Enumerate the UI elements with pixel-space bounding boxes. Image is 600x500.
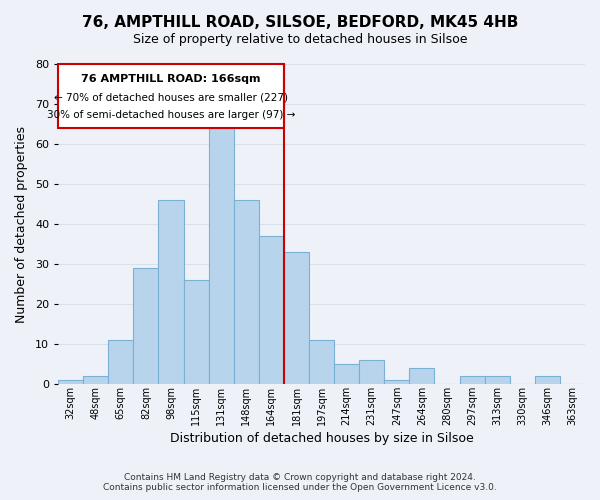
Bar — [83, 376, 108, 384]
Bar — [384, 380, 409, 384]
Y-axis label: Number of detached properties: Number of detached properties — [15, 126, 28, 322]
Bar — [158, 200, 184, 384]
Bar — [460, 376, 485, 384]
Bar — [58, 380, 83, 384]
Bar — [359, 360, 384, 384]
Bar — [535, 376, 560, 384]
Text: Size of property relative to detached houses in Silsoe: Size of property relative to detached ho… — [133, 32, 467, 46]
Text: 30% of semi-detached houses are larger (97) →: 30% of semi-detached houses are larger (… — [47, 110, 295, 120]
Text: ← 70% of detached houses are smaller (227): ← 70% of detached houses are smaller (22… — [54, 92, 288, 102]
Bar — [284, 252, 309, 384]
Bar — [334, 364, 359, 384]
Bar — [209, 128, 234, 384]
X-axis label: Distribution of detached houses by size in Silsoe: Distribution of detached houses by size … — [170, 432, 473, 445]
Bar — [133, 268, 158, 384]
Text: 76 AMPTHILL ROAD: 166sqm: 76 AMPTHILL ROAD: 166sqm — [81, 74, 261, 84]
Text: Contains HM Land Registry data © Crown copyright and database right 2024.
Contai: Contains HM Land Registry data © Crown c… — [103, 473, 497, 492]
Bar — [485, 376, 510, 384]
Text: 76, AMPTHILL ROAD, SILSOE, BEDFORD, MK45 4HB: 76, AMPTHILL ROAD, SILSOE, BEDFORD, MK45… — [82, 15, 518, 30]
Bar — [309, 340, 334, 384]
Bar — [108, 340, 133, 384]
Bar — [259, 236, 284, 384]
Bar — [234, 200, 259, 384]
Bar — [184, 280, 209, 384]
FancyBboxPatch shape — [58, 64, 284, 128]
Bar — [409, 368, 434, 384]
